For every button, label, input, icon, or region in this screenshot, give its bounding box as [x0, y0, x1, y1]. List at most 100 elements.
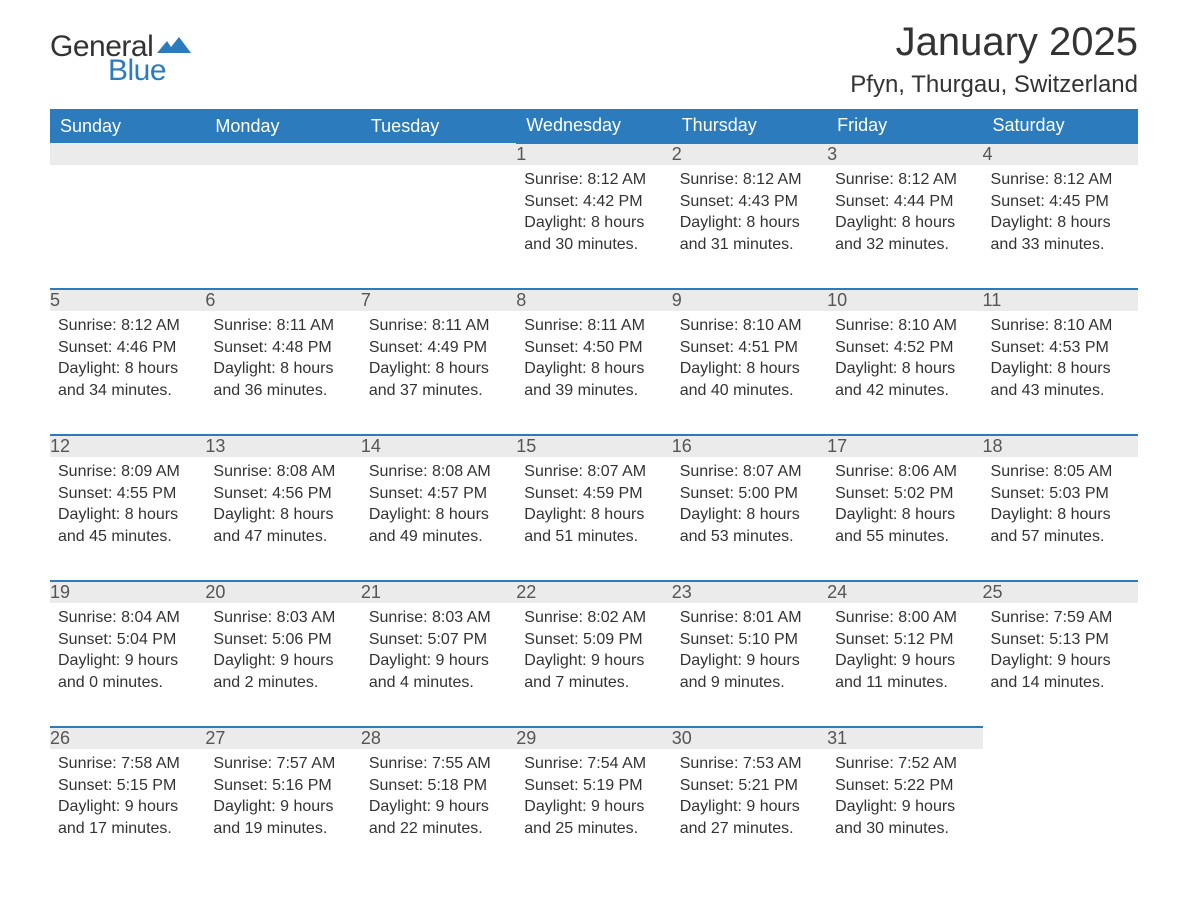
day-details: Sunrise: 7:52 AMSunset: 5:22 PMDaylight:… — [827, 749, 982, 853]
day-details: Sunrise: 8:07 AMSunset: 4:59 PMDaylight:… — [516, 457, 671, 561]
sunset-text: Sunset: 4:46 PM — [58, 337, 197, 359]
day-number: 31 — [827, 727, 982, 749]
daylight-text: Daylight: 9 hours and 19 minutes. — [213, 796, 352, 839]
daylight-text: Daylight: 8 hours and 37 minutes. — [369, 358, 508, 401]
daylight-text: Daylight: 8 hours and 42 minutes. — [835, 358, 974, 401]
sunrise-text: Sunrise: 8:10 AM — [680, 315, 819, 337]
day-details: Sunrise: 8:07 AMSunset: 5:00 PMDaylight:… — [672, 457, 827, 561]
day-number: 7 — [361, 289, 516, 311]
day-details: Sunrise: 7:53 AMSunset: 5:21 PMDaylight:… — [672, 749, 827, 853]
sunset-text: Sunset: 4:49 PM — [369, 337, 508, 359]
day-cell: Sunrise: 8:03 AMSunset: 5:07 PMDaylight:… — [361, 603, 516, 727]
day-cell: Sunrise: 8:12 AMSunset: 4:46 PMDaylight:… — [50, 311, 205, 435]
day-details: Sunrise: 8:03 AMSunset: 5:07 PMDaylight:… — [361, 603, 516, 707]
weekday-header: Saturday — [983, 109, 1138, 143]
day-cell — [205, 165, 360, 289]
sunrise-text: Sunrise: 7:52 AM — [835, 753, 974, 775]
daylight-text: Daylight: 8 hours and 53 minutes. — [680, 504, 819, 547]
sunrise-text: Sunrise: 8:12 AM — [680, 169, 819, 191]
sunrise-text: Sunrise: 8:12 AM — [524, 169, 663, 191]
daylight-text: Daylight: 8 hours and 40 minutes. — [680, 358, 819, 401]
sunset-text: Sunset: 4:59 PM — [524, 483, 663, 505]
sunset-text: Sunset: 4:51 PM — [680, 337, 819, 359]
day-number: 22 — [516, 581, 671, 603]
sunrise-text: Sunrise: 7:55 AM — [369, 753, 508, 775]
day-number — [50, 143, 205, 165]
day-details: Sunrise: 8:05 AMSunset: 5:03 PMDaylight:… — [983, 457, 1138, 561]
day-cell: Sunrise: 8:11 AMSunset: 4:50 PMDaylight:… — [516, 311, 671, 435]
sunset-text: Sunset: 5:09 PM — [524, 629, 663, 651]
daylight-text: Daylight: 9 hours and 27 minutes. — [680, 796, 819, 839]
sunset-text: Sunset: 4:44 PM — [835, 191, 974, 213]
sunrise-text: Sunrise: 8:08 AM — [369, 461, 508, 483]
calendar-table: Sunday Monday Tuesday Wednesday Thursday… — [50, 109, 1138, 873]
daylight-text: Daylight: 9 hours and 0 minutes. — [58, 650, 197, 693]
sunset-text: Sunset: 4:57 PM — [369, 483, 508, 505]
sunset-text: Sunset: 4:42 PM — [524, 191, 663, 213]
day-number: 6 — [205, 289, 360, 311]
sunrise-text: Sunrise: 7:59 AM — [991, 607, 1130, 629]
day-number: 17 — [827, 435, 982, 457]
sunset-text: Sunset: 5:06 PM — [213, 629, 352, 651]
sunrise-text: Sunrise: 8:12 AM — [991, 169, 1130, 191]
day-cell: Sunrise: 8:11 AMSunset: 4:49 PMDaylight:… — [361, 311, 516, 435]
day-number: 12 — [50, 435, 205, 457]
sunset-text: Sunset: 5:10 PM — [680, 629, 819, 651]
week-number-row: 19202122232425 — [50, 581, 1138, 603]
sunrise-text: Sunrise: 8:05 AM — [991, 461, 1130, 483]
day-cell: Sunrise: 7:59 AMSunset: 5:13 PMDaylight:… — [983, 603, 1138, 727]
sunrise-text: Sunrise: 7:53 AM — [680, 753, 819, 775]
day-number: 20 — [205, 581, 360, 603]
day-number: 21 — [361, 581, 516, 603]
weekday-header: Thursday — [672, 109, 827, 143]
day-number: 16 — [672, 435, 827, 457]
day-cell: Sunrise: 8:12 AMSunset: 4:44 PMDaylight:… — [827, 165, 982, 289]
day-cell: Sunrise: 8:03 AMSunset: 5:06 PMDaylight:… — [205, 603, 360, 727]
day-number: 8 — [516, 289, 671, 311]
sunset-text: Sunset: 5:16 PM — [213, 775, 352, 797]
daylight-text: Daylight: 8 hours and 51 minutes. — [524, 504, 663, 547]
weekday-header: Monday — [205, 109, 360, 143]
daylight-text: Daylight: 9 hours and 30 minutes. — [835, 796, 974, 839]
day-number — [205, 143, 360, 165]
sunset-text: Sunset: 4:52 PM — [835, 337, 974, 359]
day-details: Sunrise: 8:11 AMSunset: 4:49 PMDaylight:… — [361, 311, 516, 415]
sunset-text: Sunset: 5:07 PM — [369, 629, 508, 651]
sunrise-text: Sunrise: 8:01 AM — [680, 607, 819, 629]
day-cell: Sunrise: 8:10 AMSunset: 4:52 PMDaylight:… — [827, 311, 982, 435]
day-details: Sunrise: 8:08 AMSunset: 4:57 PMDaylight:… — [361, 457, 516, 561]
sunset-text: Sunset: 4:50 PM — [524, 337, 663, 359]
sunrise-text: Sunrise: 8:11 AM — [524, 315, 663, 337]
sunrise-text: Sunrise: 8:03 AM — [369, 607, 508, 629]
day-number: 27 — [205, 727, 360, 749]
weekday-header-row: Sunday Monday Tuesday Wednesday Thursday… — [50, 109, 1138, 143]
day-cell: Sunrise: 8:02 AMSunset: 5:09 PMDaylight:… — [516, 603, 671, 727]
week-number-row: 12131415161718 — [50, 435, 1138, 457]
week-content-row: Sunrise: 8:04 AMSunset: 5:04 PMDaylight:… — [50, 603, 1138, 727]
daylight-text: Daylight: 9 hours and 4 minutes. — [369, 650, 508, 693]
sunset-text: Sunset: 5:12 PM — [835, 629, 974, 651]
day-details: Sunrise: 8:02 AMSunset: 5:09 PMDaylight:… — [516, 603, 671, 707]
daylight-text: Daylight: 9 hours and 22 minutes. — [369, 796, 508, 839]
sunrise-text: Sunrise: 8:11 AM — [213, 315, 352, 337]
title-block: January 2025 Pfyn, Thurgau, Switzerland — [850, 20, 1138, 99]
brand-blue: Blue — [108, 54, 191, 88]
day-cell: Sunrise: 7:52 AMSunset: 5:22 PMDaylight:… — [827, 749, 982, 873]
day-details: Sunrise: 8:09 AMSunset: 4:55 PMDaylight:… — [50, 457, 205, 561]
week-content-row: Sunrise: 8:09 AMSunset: 4:55 PMDaylight:… — [50, 457, 1138, 581]
sunset-text: Sunset: 5:02 PM — [835, 483, 974, 505]
sunrise-text: Sunrise: 8:10 AM — [835, 315, 974, 337]
weekday-header: Sunday — [50, 109, 205, 143]
day-number: 28 — [361, 727, 516, 749]
day-number: 2 — [672, 143, 827, 165]
weekday-header: Wednesday — [516, 109, 671, 143]
day-cell: Sunrise: 7:58 AMSunset: 5:15 PMDaylight:… — [50, 749, 205, 873]
day-number: 9 — [672, 289, 827, 311]
day-cell: Sunrise: 8:04 AMSunset: 5:04 PMDaylight:… — [50, 603, 205, 727]
day-details: Sunrise: 8:01 AMSunset: 5:10 PMDaylight:… — [672, 603, 827, 707]
day-details: Sunrise: 8:12 AMSunset: 4:42 PMDaylight:… — [516, 165, 671, 269]
sunrise-text: Sunrise: 8:10 AM — [991, 315, 1130, 337]
day-cell: Sunrise: 8:12 AMSunset: 4:45 PMDaylight:… — [983, 165, 1138, 289]
day-details: Sunrise: 8:10 AMSunset: 4:51 PMDaylight:… — [672, 311, 827, 415]
day-number: 19 — [50, 581, 205, 603]
